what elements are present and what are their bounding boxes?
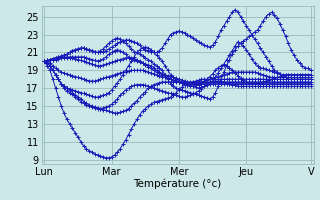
X-axis label: Température (°c): Température (°c) — [133, 178, 222, 189]
